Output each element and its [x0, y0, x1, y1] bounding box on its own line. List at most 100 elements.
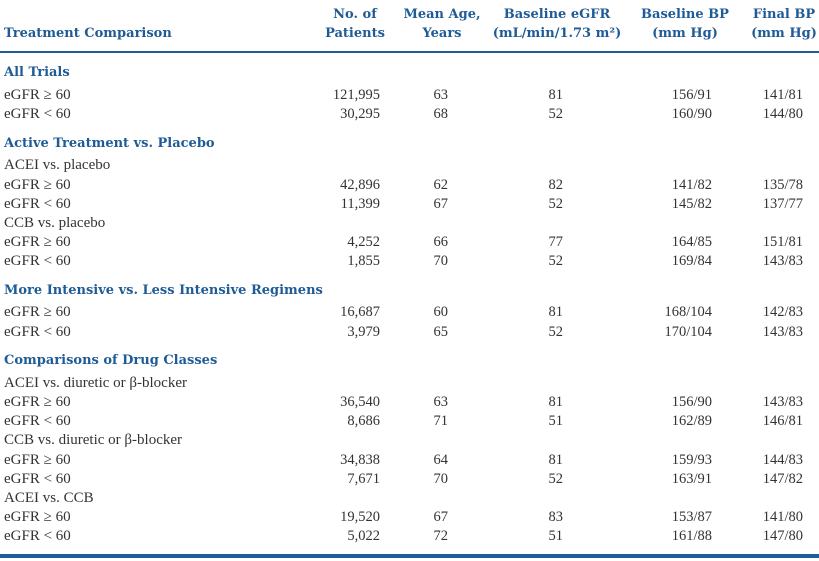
- final-bp-cell: 141/80: [762, 509, 803, 525]
- age-cell: 70: [433, 471, 449, 487]
- header-baseline-egfr: Baseline eGFR (mL/min/1.73 m²): [492, 7, 622, 41]
- header-rule: [0, 51, 819, 53]
- row-label: eGFR ≥ 60: [4, 394, 71, 410]
- patients-cell: 121,995: [332, 87, 380, 103]
- egfr-cell: 81: [548, 394, 564, 410]
- final-bp-cell: 143/83: [762, 324, 803, 340]
- patients-cell: 34,838: [340, 452, 380, 468]
- subgroup-title-acei-vs-placebo: ACEI vs. placebo: [4, 157, 111, 173]
- age-cell: 65: [433, 324, 449, 340]
- subgroup-title-acei-vs-ccb: ACEI vs. CCB: [4, 490, 94, 506]
- age-cell: 67: [433, 196, 449, 212]
- egfr-cell: 52: [548, 324, 564, 340]
- final-bp-cell: 142/83: [762, 304, 803, 320]
- section-header-row: More Intensive vs. Less Intensive Regime…: [0, 281, 819, 300]
- table-row: eGFR < 60 7,671 70 52 163/91 147/82: [0, 470, 819, 489]
- egfr-cell: 82: [548, 177, 564, 193]
- subgroup-header-row: CCB vs. placebo: [0, 214, 819, 233]
- egfr-cell: 52: [548, 196, 564, 212]
- baseline-bp-cell: 159/93: [671, 452, 712, 468]
- row-label: eGFR ≥ 60: [4, 452, 71, 468]
- patients-cell: 36,540: [340, 394, 380, 410]
- table-row: eGFR ≥ 60 19,520 67 83 153/87 141/80: [0, 508, 819, 527]
- table-row: eGFR ≥ 60 4,252 66 77 164/85 151/81: [0, 233, 819, 252]
- age-cell: 70: [433, 253, 449, 269]
- baseline-bp-cell: 160/90: [671, 106, 712, 122]
- baseline-bp-cell: 156/90: [671, 394, 712, 410]
- final-bp-cell: 135/78: [762, 177, 803, 193]
- subgroup-header-row: CCB vs. diuretic or β-blocker: [0, 431, 819, 450]
- patients-cell: 5,022: [347, 528, 380, 544]
- row-label: eGFR ≥ 60: [4, 87, 71, 103]
- age-cell: 63: [433, 87, 449, 103]
- baseline-bp-cell: 168/104: [664, 304, 712, 320]
- patients-cell: 42,896: [340, 177, 380, 193]
- age-cell: 60: [433, 304, 449, 320]
- age-cell: 67: [433, 509, 449, 525]
- patients-cell: 30,295: [340, 106, 380, 122]
- section-header-row: Active Treatment vs. Placebo: [0, 134, 819, 153]
- egfr-cell: 77: [548, 234, 564, 250]
- row-label: eGFR ≥ 60: [4, 304, 71, 320]
- row-label: eGFR ≥ 60: [4, 234, 71, 250]
- table-row: eGFR ≥ 60 42,896 62 82 141/82 135/78: [0, 176, 819, 195]
- final-bp-cell: 137/77: [762, 196, 803, 212]
- patients-cell: 16,687: [340, 304, 380, 320]
- subgroup-title-acei-vs-diuretic: ACEI vs. diuretic or β-blocker: [4, 375, 187, 391]
- baseline-bp-cell: 145/82: [671, 196, 712, 212]
- baseline-bp-cell: 162/89: [671, 413, 712, 429]
- patients-cell: 7,671: [347, 471, 380, 487]
- row-label: eGFR < 60: [4, 471, 71, 487]
- final-bp-cell: 144/80: [762, 106, 803, 122]
- subgroup-header-row: ACEI vs. placebo: [0, 156, 819, 175]
- section-header-row: Comparisons of Drug Classes: [0, 351, 819, 370]
- final-bp-cell: 147/80: [762, 528, 803, 544]
- row-label: eGFR < 60: [4, 106, 71, 122]
- section-title-intensive-regimens: More Intensive vs. Less Intensive Regime…: [4, 283, 323, 298]
- egfr-cell: 52: [548, 106, 564, 122]
- egfr-cell: 81: [548, 452, 564, 468]
- row-label: eGFR < 60: [4, 413, 71, 429]
- subgroup-header-row: ACEI vs. diuretic or β-blocker: [0, 374, 819, 393]
- patients-cell: 4,252: [347, 234, 380, 250]
- table-row: eGFR < 60 8,686 71 51 162/89 146/81: [0, 412, 819, 431]
- row-label: eGFR < 60: [4, 253, 71, 269]
- section-header-row: All Trials: [0, 63, 819, 82]
- section-title-all-trials: All Trials: [4, 65, 70, 80]
- patients-cell: 11,399: [340, 196, 380, 212]
- table-row: eGFR < 60 3,979 65 52 170/104 143/83: [0, 323, 819, 342]
- row-label: eGFR ≥ 60: [4, 177, 71, 193]
- table-row: eGFR < 60 30,295 68 52 160/90 144/80: [0, 105, 819, 124]
- age-cell: 72: [433, 528, 449, 544]
- final-bp-cell: 141/81: [762, 87, 803, 103]
- baseline-bp-cell: 153/87: [671, 509, 712, 525]
- row-label: eGFR < 60: [4, 528, 71, 544]
- egfr-cell: 51: [548, 413, 564, 429]
- header-mean-age: Mean Age, Years: [403, 7, 481, 41]
- section-title-active-vs-placebo: Active Treatment vs. Placebo: [4, 136, 215, 151]
- patients-cell: 3,979: [347, 324, 380, 340]
- final-bp-cell: 144/83: [762, 452, 803, 468]
- table-row: eGFR ≥ 60 34,838 64 81 159/93 144/83: [0, 451, 819, 470]
- table-row: eGFR ≥ 60 36,540 63 81 156/90 143/83: [0, 393, 819, 412]
- final-bp-cell: 143/83: [762, 394, 803, 410]
- row-label: eGFR < 60: [4, 324, 71, 340]
- age-cell: 62: [433, 177, 449, 193]
- table-row: eGFR < 60 11,399 67 52 145/82 137/77: [0, 195, 819, 214]
- patients-cell: 8,686: [347, 413, 380, 429]
- egfr-cell: 52: [548, 253, 564, 269]
- subgroup-title-ccb-vs-diuretic: CCB vs. diuretic or β-blocker: [4, 432, 183, 448]
- patients-cell: 1,855: [347, 253, 380, 269]
- baseline-bp-cell: 163/91: [671, 471, 712, 487]
- header-final-bp: Final BP (mm Hg): [751, 7, 817, 41]
- baseline-bp-cell: 170/104: [664, 324, 712, 340]
- subgroup-header-row: ACEI vs. CCB: [0, 489, 819, 508]
- baseline-bp-cell: 141/82: [671, 177, 712, 193]
- row-label: eGFR ≥ 60: [4, 509, 71, 525]
- section-title-drug-classes: Comparisons of Drug Classes: [4, 353, 218, 368]
- baseline-bp-cell: 164/85: [671, 234, 712, 250]
- bottom-rule: [0, 554, 819, 558]
- final-bp-cell: 147/82: [762, 471, 803, 487]
- age-cell: 68: [433, 106, 449, 122]
